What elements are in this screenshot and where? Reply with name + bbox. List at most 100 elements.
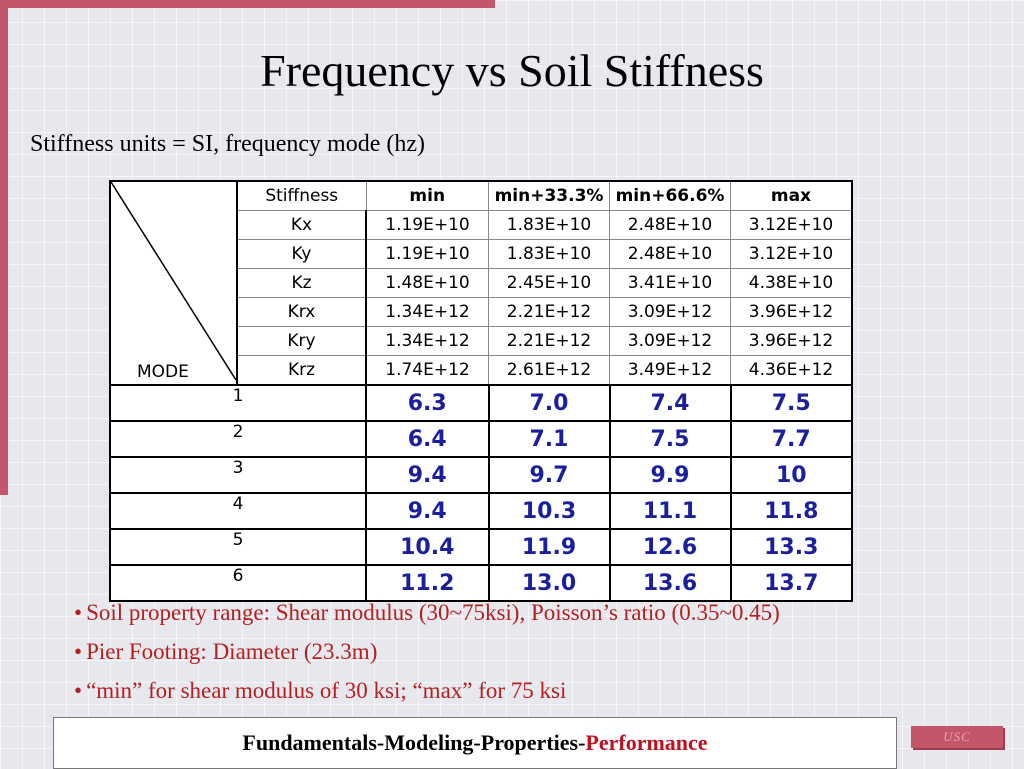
frequency-value: 10	[730, 457, 853, 494]
mode-number: 2	[110, 421, 367, 458]
frequency-value: 10.3	[488, 493, 611, 530]
stiffness-value: 1.34E+12	[365, 326, 489, 356]
stiffness-name: Kx	[236, 210, 367, 240]
stiffness-value: 1.48E+10	[365, 268, 489, 298]
diagonal-divider	[111, 182, 236, 380]
footer-accent: Performance	[585, 730, 708, 755]
mode-row-2: 2 6.4 7.1 7.5 7.7	[110, 421, 853, 458]
note-item: • Soil property range: Shear modulus (30~…	[74, 598, 780, 637]
mode-label: MODE	[137, 362, 189, 382]
frequency-value: 11.2	[366, 565, 490, 602]
frequency-value: 9.9	[609, 457, 732, 494]
stiffness-value: 2.21E+12	[488, 326, 610, 356]
stiffness-row-ky: Ky 1.19E+10 1.83E+10 2.48E+10 3.12E+10	[110, 239, 853, 269]
note-text: Soil property range: Shear modulus (30~7…	[86, 600, 780, 625]
slide-title: Frequency vs Soil Stiffness	[260, 45, 764, 96]
stiffness-name: Ky	[236, 239, 367, 269]
frequency-value: 11.8	[730, 493, 853, 530]
stiffness-value: 4.36E+12	[730, 355, 853, 386]
frequency-value: 11.1	[609, 493, 732, 530]
stiffness-value: 3.09E+12	[609, 326, 731, 356]
stiffness-value: 1.74E+12	[365, 355, 489, 386]
frequency-value: 12.6	[609, 529, 732, 566]
stiffness-row-krz: Krz 1.74E+12 2.61E+12 3.49E+12 4.36E+12	[110, 355, 853, 386]
frequency-value: 6.3	[366, 385, 490, 422]
note-text: Pier Footing: Diameter (23.3m)	[86, 639, 378, 664]
frequency-value: 13.6	[609, 565, 732, 602]
stiffness-value: 4.38E+10	[730, 268, 853, 298]
frequency-value: 9.4	[366, 457, 490, 494]
stiffness-value: 2.61E+12	[488, 355, 610, 386]
top-accent-bar	[0, 0, 495, 8]
stiffness-value: 3.41E+10	[609, 268, 731, 298]
stiffness-value: 3.12E+10	[730, 239, 853, 269]
mode-row-1: 1 6.3 7.0 7.4 7.5	[110, 385, 853, 422]
table-header-row: MODE Stiffness min min+33.3% min+66.6% m…	[110, 180, 853, 386]
mode-row-6: 6 11.2 13.0 13.6 13.7	[110, 565, 853, 602]
header-min-66: min+66.6%	[609, 180, 731, 211]
header-min: min	[365, 180, 489, 211]
stiffness-value: 3.96E+12	[730, 326, 853, 356]
frequency-value: 6.4	[366, 421, 490, 458]
frequency-table: MODE Stiffness min min+33.3% min+66.6% m…	[109, 180, 853, 602]
stiffness-value: 3.96E+12	[730, 297, 853, 327]
stiffness-value: 1.83E+10	[488, 239, 610, 269]
note-item: • Pier Footing: Diameter (23.3m)	[74, 637, 780, 676]
mode-number: 6	[110, 565, 367, 602]
usc-logo: USC	[911, 726, 1003, 748]
frequency-value: 11.9	[488, 529, 611, 566]
frequency-value: 13.3	[730, 529, 853, 566]
mode-number: 5	[110, 529, 367, 566]
stiffness-value: 1.34E+12	[365, 297, 489, 327]
note-text: “min” for shear modulus of 30 ksi; “max”…	[86, 678, 567, 703]
frequency-value: 7.5	[730, 385, 853, 422]
stiffness-value: 2.48E+10	[609, 210, 731, 240]
stiffness-value: 2.21E+12	[488, 297, 610, 327]
stiffness-row-kz: Kz 1.48E+10 2.45E+10 3.41E+10 4.38E+10	[110, 268, 853, 298]
mode-row-4: 4 9.4 10.3 11.1 11.8	[110, 493, 853, 530]
stiffness-name: Krz	[236, 355, 367, 386]
stiffness-value: 2.45E+10	[488, 268, 610, 298]
stiffness-value: 1.83E+10	[488, 210, 610, 240]
frequency-value: 7.4	[609, 385, 732, 422]
frequency-value: 7.1	[488, 421, 611, 458]
stiffness-row-kx: Kx 1.19E+10 1.83E+10 2.48E+10 3.12E+10	[110, 210, 853, 240]
frequency-value: 7.5	[609, 421, 732, 458]
frequency-value: 10.4	[366, 529, 490, 566]
stiffness-row-kry: Kry 1.34E+12 2.21E+12 3.09E+12 3.96E+12	[110, 326, 853, 356]
left-accent-bar	[0, 0, 8, 495]
stiffness-value: 3.12E+10	[730, 210, 853, 240]
note-item: • “min” for shear modulus of 30 ksi; “max…	[74, 676, 780, 715]
stiffness-name: Krx	[236, 297, 367, 327]
frequency-value: 13.7	[730, 565, 853, 602]
frequency-value: 9.4	[366, 493, 490, 530]
bullet-icon: •	[74, 600, 83, 625]
stiffness-value: 3.09E+12	[609, 297, 731, 327]
mode-row-3: 3 9.4 9.7 9.9 10	[110, 457, 853, 494]
mode-row-5: 5 10.4 11.9 12.6 13.3	[110, 529, 853, 566]
slide-subtitle: Stiffness units = SI, frequency mode (hz…	[30, 131, 426, 157]
notes-list: • Soil property range: Shear modulus (30~…	[74, 598, 780, 715]
frequency-value: 7.0	[488, 385, 611, 422]
mode-number: 1	[110, 385, 367, 422]
stiffness-value: 1.19E+10	[365, 239, 489, 269]
stiffness-value: 1.19E+10	[365, 210, 489, 240]
frequency-value: 7.7	[730, 421, 853, 458]
frequency-value: 13.0	[488, 565, 611, 602]
header-min-33: min+33.3%	[488, 180, 610, 211]
stiffness-name: Kry	[236, 326, 367, 356]
mode-number: 4	[110, 493, 367, 530]
footer-prefix: Fundamentals-Modeling-Properties-	[242, 730, 586, 755]
logo-text: USC	[943, 729, 971, 744]
footer-banner: Fundamentals-Modeling-Properties- Perform…	[53, 717, 897, 769]
header-stiffness: Stiffness	[236, 180, 367, 211]
header-max: max	[730, 180, 853, 211]
bullet-icon: •	[74, 678, 83, 703]
table-corner-cell: MODE	[110, 181, 238, 386]
frequency-value: 9.7	[488, 457, 611, 494]
mode-number: 3	[110, 457, 367, 494]
stiffness-value: 2.48E+10	[609, 239, 731, 269]
bullet-icon: •	[74, 639, 83, 664]
stiffness-value: 3.49E+12	[609, 355, 731, 386]
stiffness-name: Kz	[236, 268, 367, 298]
